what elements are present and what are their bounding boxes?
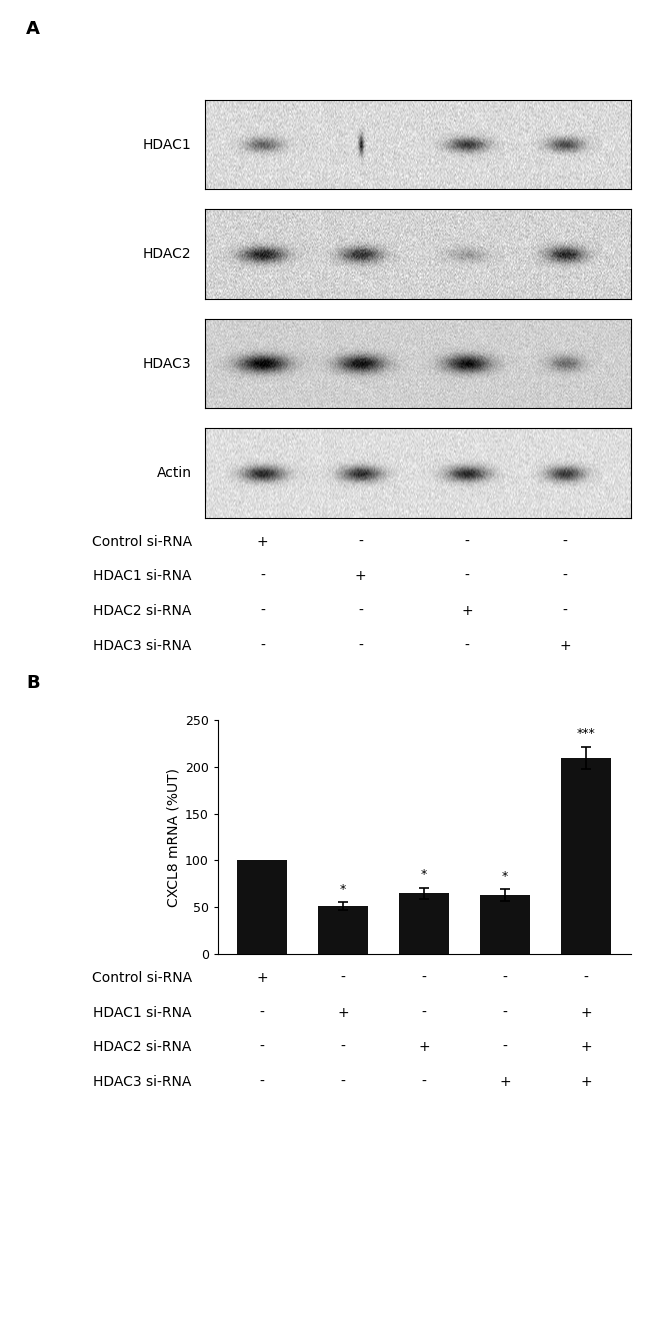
Bar xyxy=(237,860,287,954)
Text: B: B xyxy=(26,674,40,691)
Text: ***: *** xyxy=(577,727,595,740)
Bar xyxy=(318,906,369,954)
Bar xyxy=(399,894,449,954)
Text: -: - xyxy=(341,971,346,984)
Text: HDAC1 si-RNA: HDAC1 si-RNA xyxy=(93,1006,192,1019)
Text: -: - xyxy=(260,570,265,583)
Text: +: + xyxy=(257,971,268,984)
Text: *: * xyxy=(421,868,427,880)
Text: +: + xyxy=(580,1041,592,1054)
Text: -: - xyxy=(341,1041,346,1054)
Text: HDAC3: HDAC3 xyxy=(143,356,192,371)
Text: +: + xyxy=(355,570,367,583)
Text: -: - xyxy=(465,570,469,583)
Text: +: + xyxy=(580,1075,592,1089)
Text: -: - xyxy=(260,639,265,652)
Text: -: - xyxy=(341,1075,346,1089)
Text: Control si-RNA: Control si-RNA xyxy=(92,535,192,548)
Text: Control si-RNA: Control si-RNA xyxy=(92,971,192,984)
Text: A: A xyxy=(26,20,40,37)
Text: +: + xyxy=(462,604,473,618)
Bar xyxy=(561,758,611,954)
Text: Actin: Actin xyxy=(157,466,192,480)
Text: -: - xyxy=(584,971,588,984)
Bar xyxy=(480,895,530,954)
Text: -: - xyxy=(465,639,469,652)
Text: -: - xyxy=(465,535,469,548)
Text: +: + xyxy=(559,639,571,652)
Text: -: - xyxy=(260,604,265,618)
Text: -: - xyxy=(260,1041,265,1054)
Text: -: - xyxy=(562,535,567,548)
Text: -: - xyxy=(358,639,363,652)
Text: +: + xyxy=(580,1006,592,1019)
Text: -: - xyxy=(260,1075,265,1089)
Text: +: + xyxy=(419,1041,430,1054)
Text: -: - xyxy=(422,971,426,984)
Text: +: + xyxy=(337,1006,349,1019)
Text: -: - xyxy=(502,1041,508,1054)
Text: -: - xyxy=(422,1075,426,1089)
Text: -: - xyxy=(358,535,363,548)
Text: -: - xyxy=(502,971,508,984)
Text: HDAC3 si-RNA: HDAC3 si-RNA xyxy=(94,1075,192,1089)
Text: -: - xyxy=(562,570,567,583)
Text: HDAC2 si-RNA: HDAC2 si-RNA xyxy=(94,1041,192,1054)
Text: *: * xyxy=(502,870,508,883)
Text: -: - xyxy=(502,1006,508,1019)
Y-axis label: CXCL8 mRNA (%UT): CXCL8 mRNA (%UT) xyxy=(166,767,181,907)
Text: HDAC1: HDAC1 xyxy=(143,137,192,152)
Text: +: + xyxy=(499,1075,511,1089)
Text: HDAC2: HDAC2 xyxy=(143,247,192,261)
Text: -: - xyxy=(562,604,567,618)
Text: HDAC1 si-RNA: HDAC1 si-RNA xyxy=(93,570,192,583)
Text: HDAC2 si-RNA: HDAC2 si-RNA xyxy=(94,604,192,618)
Text: -: - xyxy=(260,1006,265,1019)
Text: HDAC3 si-RNA: HDAC3 si-RNA xyxy=(94,639,192,652)
Text: *: * xyxy=(340,883,346,896)
Text: -: - xyxy=(422,1006,426,1019)
Text: -: - xyxy=(358,604,363,618)
Text: +: + xyxy=(257,535,268,548)
